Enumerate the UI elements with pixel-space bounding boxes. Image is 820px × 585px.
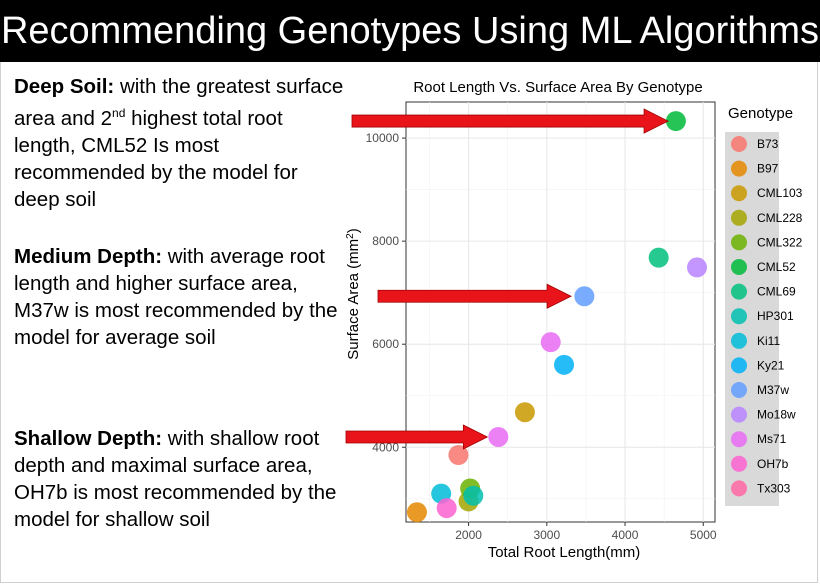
point-cml103 [514, 402, 535, 423]
deep-soil-sup: nd [112, 106, 126, 120]
deep-soil-text-2: highest total root length, CML52 Is most… [14, 106, 298, 211]
medium-depth-heading: Medium Depth: [14, 245, 163, 268]
legend-title: Genotype [728, 105, 793, 122]
legend-label-ms71: Ms71 [757, 432, 787, 446]
legend-key-m37w [731, 382, 747, 398]
legend-label-ki11: Ki11 [757, 334, 780, 348]
point-hp301 [463, 485, 484, 506]
shallow-depth-heading: Shallow Depth: [14, 427, 163, 450]
y-axis-label-main: Surface Area (mm [345, 239, 362, 360]
legend-label-hp301: HP301 [757, 309, 794, 323]
legend-label-b97: B97 [757, 162, 779, 176]
legend-label-cml103: CML103 [757, 186, 803, 200]
medium-depth-text: with average root length and higher surf… [14, 245, 338, 349]
medium-depth-paragraph: Medium Depth: with average root length a… [14, 243, 344, 351]
legend-label-b73: B73 [757, 137, 779, 151]
legend-key-b73 [731, 136, 747, 152]
legend-key-ki11 [731, 332, 747, 349]
scatter-chart: Root Length Vs. Surface Area By Genotype… [345, 79, 803, 561]
legend-label-cml322: CML322 [757, 235, 803, 249]
x-tick-label: 4000 [612, 528, 639, 542]
legend-key-cml103 [731, 185, 747, 202]
point-oh7b [436, 498, 457, 519]
chart-title: Root Length Vs. Surface Area By Genotype [413, 79, 702, 96]
legend-label-cml228: CML228 [757, 211, 803, 225]
point-b73 [448, 445, 469, 466]
red-arrow [345, 424, 489, 450]
y-tick-label: 4000 [372, 440, 399, 454]
red-arrow [351, 108, 669, 134]
point-cml52 [665, 111, 686, 132]
y-tick-label: 6000 [372, 337, 399, 351]
legend-key-cml228 [731, 209, 747, 226]
y-axis-label-sup: 2 [345, 233, 356, 239]
legend-key-hp301 [731, 308, 747, 325]
point-cml69 [648, 247, 669, 268]
y-tick-label: 10000 [366, 131, 400, 145]
point-b97 [406, 502, 427, 523]
legend-label-oh7b: OH7b [757, 457, 789, 471]
point-mo18w [687, 257, 708, 278]
legend-label-cml52: CML52 [757, 260, 796, 274]
legend-key-cml322 [731, 234, 747, 251]
legend: B73 B97 CML103 CML228 CML322 CML52 CML69 HP301 K… [731, 136, 803, 497]
legend-key-tx303 [731, 480, 747, 497]
legend-label-ky21: Ky21 [757, 358, 785, 372]
deep-soil-paragraph: Deep Soil: with the greatest surface are… [14, 73, 344, 213]
deep-soil-heading: Deep Soil: [14, 75, 115, 98]
shallow-depth-text: with shallow root depth and maximal surf… [14, 427, 337, 531]
legend-key-b97 [731, 160, 747, 177]
slide-title: Recommending Genotypes Using ML Algorith… [0, 0, 820, 62]
y-tick-label: 8000 [372, 234, 399, 248]
legend-key-mo18w [731, 406, 747, 423]
annotation-arrows [345, 108, 669, 450]
x-tick-label: 5000 [690, 528, 717, 542]
plot-panel: 2000 3000 4000 5000 4000 6000 8000 10000 [366, 101, 717, 542]
y-axis-label: Surface Area (mm2) [345, 228, 362, 359]
legend-key-cml52 [731, 259, 747, 275]
red-arrow [377, 283, 572, 309]
x-axis-label: Total Root Length(mm) [488, 544, 641, 561]
legend-key-ky21 [731, 357, 747, 374]
legend-label-mo18w: Mo18w [757, 408, 796, 422]
point-ms71 [540, 332, 561, 353]
legend-key-oh7b [731, 455, 747, 472]
point-ms71 [488, 426, 509, 447]
legend-label-cml69: CML69 [757, 285, 796, 299]
point-ky21 [554, 354, 575, 375]
y-axis-label-end: ) [345, 228, 362, 233]
legend-label-tx303: Tx303 [757, 481, 791, 495]
x-tick-label: 3000 [533, 528, 560, 542]
legend-key-cml69 [731, 283, 747, 300]
legend-label-m37w: M37w [757, 383, 789, 397]
x-tick-label: 2000 [455, 528, 482, 542]
point-m37w [574, 286, 595, 307]
shallow-depth-paragraph: Shallow Depth: with shallow root depth a… [14, 425, 344, 533]
deep-soil-text: with the greatest surface area and 2 [14, 75, 344, 130]
legend-key-ms71 [731, 431, 747, 448]
